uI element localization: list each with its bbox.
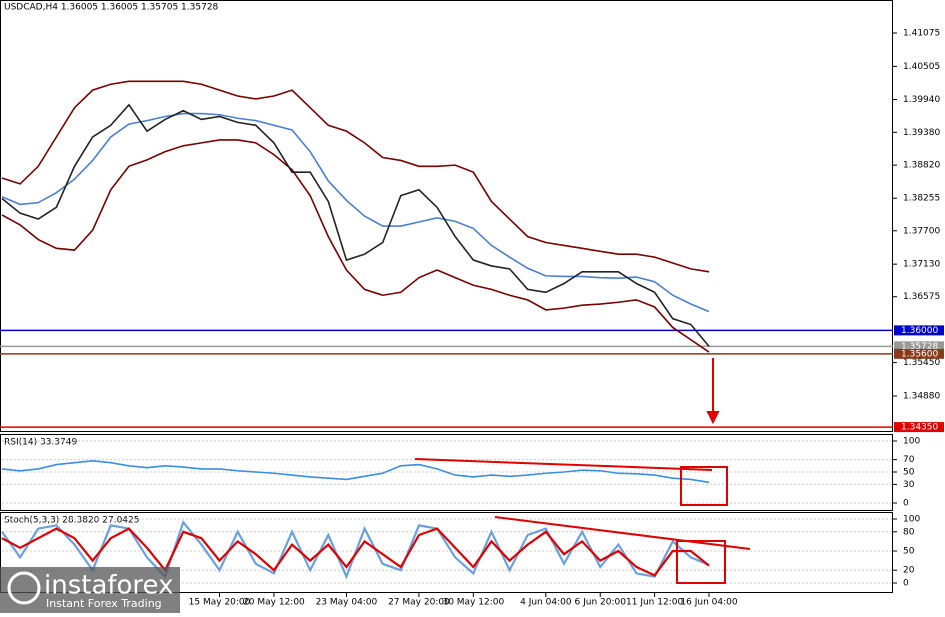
y-tick-label: 50: [903, 468, 915, 478]
rsi-highlight: [680, 466, 728, 506]
y-tick-label: 50: [903, 547, 915, 557]
level-label-bg: [894, 325, 944, 336]
y-tick-label: 1.34880: [903, 392, 940, 402]
level-label: 1.34350: [901, 423, 938, 433]
y-tick-label: 100: [903, 515, 920, 525]
series-line: [1, 112, 710, 313]
level-label: 1.36000: [901, 326, 938, 336]
x-tick-label: 6 Jun 20:00: [575, 598, 627, 608]
watermark-logo: [7, 571, 41, 605]
series-line: [1, 139, 710, 353]
stoch-panel: [0, 512, 893, 593]
y-tick-label: 1.40505: [903, 62, 940, 72]
x-tick-label: 11 Jun 12:00: [626, 598, 683, 608]
x-tick-label: 15 May 20:00: [189, 598, 251, 608]
x-tick-label: 20 May 12:00: [243, 598, 305, 608]
x-tick-label: 23 May 04:00: [316, 598, 378, 608]
stoch-title: Stoch(5,3,3) 28.3820 27.0425: [4, 516, 139, 526]
y-tick-label: 0: [903, 499, 909, 509]
price-panel: [0, 0, 893, 432]
y-tick-label: 1.39940: [903, 95, 940, 105]
y-tick-label: 100: [903, 437, 920, 447]
x-tick-label: 27 May 20:00: [388, 598, 450, 608]
stoch-trend-line: [494, 516, 751, 550]
x-tick-label: 30 May 12:00: [442, 598, 504, 608]
annotations: [414, 358, 751, 584]
y-tick-label: 1.35450: [903, 358, 940, 368]
y-tick-label: 20: [903, 566, 915, 576]
rsi-panel: [0, 434, 893, 511]
plot-area: 1.41075 1.40505 1.39940 1.39380 1.38820 1.382…: [0, 28, 944, 608]
y-tick-label: 1.37130: [903, 260, 940, 270]
level-label-bg: [894, 341, 944, 352]
rsi-title: RSI(14) 33.3749: [4, 438, 77, 448]
watermark-tagline: Instant Forex Trading: [46, 597, 162, 610]
y-tick-label: 70: [903, 455, 915, 465]
series-line: [1, 527, 710, 577]
y-tick-label: 1.37700: [903, 226, 940, 236]
x-tick-label: 4 Jun 04:00: [520, 598, 572, 608]
y-tick-label: 30: [903, 480, 915, 490]
y-tick-label: 1.41075: [903, 28, 940, 38]
x-tick-label: 16 Jun 04:00: [680, 598, 737, 608]
series-line: [1, 80, 710, 273]
level-label-bg: [894, 422, 944, 433]
series-line: [1, 103, 710, 347]
watermark: instaforex Instant Forex Trading: [0, 567, 180, 613]
y-tick-label: 0: [903, 579, 909, 589]
chart-title: USDCAD,H4 1.36005 1.36005 1.35705 1.3572…: [4, 3, 219, 13]
series-line: [1, 460, 710, 484]
stoch-highlight: [676, 540, 726, 584]
level-label: 1.35600: [901, 349, 938, 359]
y-tick-label: 1.39380: [903, 128, 940, 138]
level-label-bg: [894, 348, 944, 359]
y-tick-label: 80: [903, 527, 915, 537]
y-tick-label: 1.38820: [903, 161, 940, 171]
rsi-trend-line: [414, 458, 713, 471]
y-tick-label: 1.36575: [903, 292, 940, 302]
watermark-brand: instaforex: [44, 571, 173, 601]
y-tick-label: 1.38255: [903, 194, 940, 204]
level-label: 1.35728: [901, 342, 938, 352]
arrow-head: [706, 411, 720, 425]
